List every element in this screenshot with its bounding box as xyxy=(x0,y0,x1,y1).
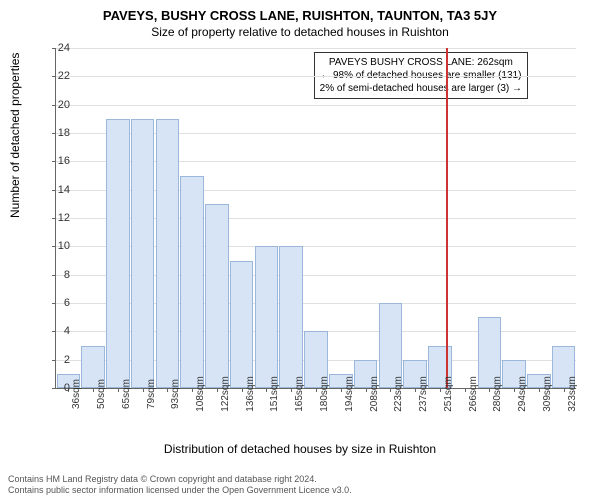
grid-line xyxy=(56,105,576,106)
x-tick-label: 180sqm xyxy=(319,376,330,412)
x-tick-mark xyxy=(539,388,540,392)
x-tick-label: 294sqm xyxy=(517,376,528,412)
y-tick-label: 16 xyxy=(40,155,70,167)
y-tick-label: 6 xyxy=(40,297,70,309)
x-tick-mark xyxy=(366,388,367,392)
y-tick-label: 0 xyxy=(40,382,70,394)
x-tick-mark xyxy=(217,388,218,392)
x-tick-label: 223sqm xyxy=(393,376,404,412)
y-tick-label: 18 xyxy=(40,127,70,139)
x-tick-label: 136sqm xyxy=(245,376,256,412)
x-tick-mark xyxy=(118,388,119,392)
x-tick-label: 266sqm xyxy=(468,376,479,412)
x-tick-mark xyxy=(93,388,94,392)
grid-line xyxy=(56,48,576,49)
x-tick-mark xyxy=(143,388,144,392)
y-tick-label: 20 xyxy=(40,99,70,111)
histogram-bar xyxy=(131,119,155,388)
x-tick-mark xyxy=(192,388,193,392)
y-tick-label: 14 xyxy=(40,184,70,196)
x-tick-label: 65sqm xyxy=(121,379,132,409)
x-tick-mark xyxy=(291,388,292,392)
x-tick-label: 323sqm xyxy=(567,376,578,412)
histogram-bar xyxy=(205,204,229,388)
annotation-line3: 2% of semi-detached houses are larger (3… xyxy=(320,82,522,95)
x-tick-label: 50sqm xyxy=(96,379,107,409)
footer: Contains HM Land Registry data © Crown c… xyxy=(8,474,352,496)
chart-container: PAVEYS, BUSHY CROSS LANE, RUISHTON, TAUN… xyxy=(0,0,600,500)
histogram-bar xyxy=(279,246,303,388)
x-tick-mark xyxy=(266,388,267,392)
chart-area: PAVEYS BUSHY CROSS LANE: 262sqm ← 98% of… xyxy=(55,48,576,389)
histogram-bar xyxy=(106,119,130,388)
x-tick-label: 237sqm xyxy=(418,376,429,412)
x-tick-label: 93sqm xyxy=(170,379,181,409)
y-tick-label: 2 xyxy=(40,354,70,366)
x-tick-label: 165sqm xyxy=(294,376,305,412)
footer-line2: Contains public sector information licen… xyxy=(8,485,352,496)
x-tick-label: 208sqm xyxy=(369,376,380,412)
y-tick-label: 10 xyxy=(40,240,70,252)
x-tick-label: 251sqm xyxy=(443,376,454,412)
title-sub: Size of property relative to detached ho… xyxy=(0,23,600,43)
x-tick-mark xyxy=(514,388,515,392)
x-tick-mark xyxy=(465,388,466,392)
title-main: PAVEYS, BUSHY CROSS LANE, RUISHTON, TAUN… xyxy=(0,0,600,23)
reference-line xyxy=(446,48,448,388)
x-tick-mark xyxy=(415,388,416,392)
x-tick-mark xyxy=(489,388,490,392)
x-tick-mark xyxy=(316,388,317,392)
histogram-bar xyxy=(180,176,204,389)
x-tick-mark xyxy=(341,388,342,392)
grid-line xyxy=(56,76,576,77)
histogram-bar xyxy=(230,261,254,389)
y-tick-label: 12 xyxy=(40,212,70,224)
x-tick-label: 309sqm xyxy=(542,376,553,412)
x-tick-label: 36sqm xyxy=(71,379,82,409)
x-tick-label: 280sqm xyxy=(492,376,503,412)
y-tick-label: 4 xyxy=(40,325,70,337)
x-tick-mark xyxy=(242,388,243,392)
x-axis-label: Distribution of detached houses by size … xyxy=(0,442,600,456)
x-tick-label: 151sqm xyxy=(269,376,280,412)
x-tick-label: 79sqm xyxy=(146,379,157,409)
histogram-bar xyxy=(255,246,279,388)
y-tick-label: 22 xyxy=(40,70,70,82)
x-tick-label: 122sqm xyxy=(220,376,231,412)
histogram-bar xyxy=(156,119,180,388)
y-tick-label: 24 xyxy=(40,42,70,54)
x-tick-label: 194sqm xyxy=(344,376,355,412)
y-axis-label: Number of detached properties xyxy=(8,53,22,218)
footer-line1: Contains HM Land Registry data © Crown c… xyxy=(8,474,352,485)
y-tick-label: 8 xyxy=(40,269,70,281)
x-tick-mark xyxy=(440,388,441,392)
x-tick-mark xyxy=(390,388,391,392)
x-tick-mark xyxy=(167,388,168,392)
x-tick-mark xyxy=(564,388,565,392)
x-tick-label: 108sqm xyxy=(195,376,206,412)
annotation-line1: PAVEYS BUSHY CROSS LANE: 262sqm xyxy=(320,56,522,69)
